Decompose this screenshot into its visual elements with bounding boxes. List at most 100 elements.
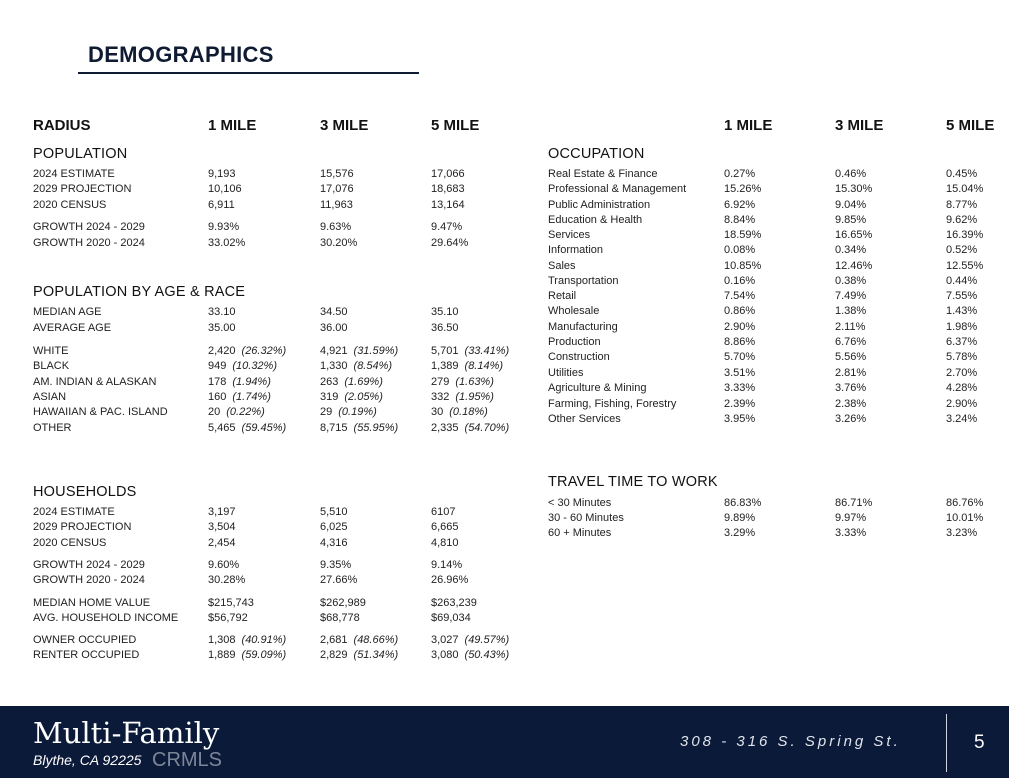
row-value: 1.38% [835,305,866,318]
value-percent: (26.32%) [241,345,287,357]
value-number: 12.55% [946,260,984,272]
row-label: < 30 Minutes [548,497,612,509]
value-number: 17,076 [320,183,354,195]
value-number: 2,335 [431,422,459,434]
row-value: 0.46% [835,168,866,181]
row-value: 1,889 (59.09%) [208,649,286,662]
row-label: Construction [548,351,610,363]
value-number: 10.85% [724,260,762,272]
row-value: 2,420 (26.32%) [208,345,286,358]
value-number: 3.29% [724,527,756,539]
value-number: 9.63% [320,221,352,233]
property-type: Multi-Family [33,716,220,750]
row-value: 4,810 [431,537,459,550]
value-number: $215,743 [208,597,254,609]
row-value: 10.01% [946,512,983,525]
row-value: 2,829 (51.34%) [320,649,398,662]
value-percent: (1.74%) [232,391,271,403]
row-value: 3.76% [835,382,866,395]
property-address: 308 - 316 S. Spring St. [680,733,901,750]
row-value: 2,681 (48.66%) [320,634,398,647]
value-number: 15,576 [320,168,354,180]
row-value: 9.97% [835,512,866,525]
value-number: 6.92% [724,199,756,211]
value-number: $56,792 [208,612,248,624]
row-value: $262,989 [320,597,366,610]
row-value: 29.64% [431,237,468,250]
row-label: 2024 ESTIMATE [33,506,115,518]
value-percent: (59.45%) [241,422,287,434]
property-city: Blythe, CA 92225 [33,752,142,768]
row-value: 3,080 (50.43%) [431,649,509,662]
value-number: 4,316 [320,537,348,549]
row-value: 9.60% [208,559,239,572]
row-label: Real Estate & Finance [548,168,658,180]
value-number: 9.85% [835,214,867,226]
row-value: 4.28% [946,382,977,395]
row-value: 2,335 (54.70%) [431,422,509,435]
value-percent: (10.32%) [232,360,277,372]
value-number: 3.23% [946,527,978,539]
row-value: 1.98% [946,321,977,334]
value-number: 178 [208,376,227,388]
value-number: 35.00 [208,322,236,334]
value-number: 17,066 [431,168,465,180]
value-number: 29.64% [431,237,469,249]
value-percent: (8.14%) [464,360,504,372]
row-value: 11,963 [320,199,353,212]
value-number: 9.89% [724,512,756,524]
value-number: 319 [320,391,339,403]
row-value: 33.10 [208,306,236,319]
row-value: 18,683 [431,183,465,196]
value-number: 29 [320,406,333,418]
value-number: 332 [431,391,450,403]
right-col-header-1: 1 MILE [724,117,773,134]
value-number: 27.66% [320,574,358,586]
population-section-title: POPULATION [33,146,128,162]
footer-bar [0,706,1009,778]
value-percent: (55.95%) [353,422,399,434]
row-value: 6.37% [946,336,977,349]
row-label: 30 - 60 Minutes [548,512,624,524]
row-value: 8.77% [946,199,977,212]
value-number: 4,810 [431,537,459,549]
row-value: 9.47% [431,221,462,234]
row-value: 9.89% [724,512,755,525]
value-percent: (1.69%) [344,376,383,388]
row-value: 4,921 (31.59%) [320,345,398,358]
value-percent: (48.66%) [353,634,399,646]
value-number: 9.35% [320,559,352,571]
value-number: 18.59% [724,229,762,241]
row-label: AVG. HOUSEHOLD INCOME [33,612,179,624]
value-number: 2.11% [835,321,866,333]
value-number: 2.39% [724,398,756,410]
row-value: 36.00 [320,322,348,335]
value-number: 3.51% [724,367,756,379]
row-value: 160 (1.74%) [208,391,271,404]
row-label: Production [548,336,601,348]
row-label: GROWTH 2020 - 2024 [33,237,145,249]
row-value: 2.90% [724,321,755,334]
row-label: 2029 PROJECTION [33,521,132,533]
row-value: 3,197 [208,506,236,519]
row-value: 16.65% [835,229,872,242]
value-number: 6,911 [208,199,235,211]
row-value: 30 (0.18%) [431,406,488,419]
row-value: 9.93% [208,221,239,234]
value-number: 16.39% [946,229,984,241]
row-label: GROWTH 2024 - 2029 [33,559,145,571]
row-value: 5.70% [724,351,755,364]
value-number: 7.55% [946,290,978,302]
value-number: 0.38% [835,275,867,287]
value-number: 15.26% [724,183,762,195]
row-value: 263 (1.69%) [320,376,383,389]
value-number: 86.71% [835,497,873,509]
value-percent: (1.94%) [232,376,271,388]
row-value: 0.27% [724,168,755,181]
value-number: 1.98% [946,321,978,333]
value-number: 0.08% [724,244,756,256]
value-number: 5.56% [835,351,867,363]
row-value: 0.38% [835,275,866,288]
row-value: 6107 [431,506,455,519]
value-number: 2.38% [835,398,867,410]
